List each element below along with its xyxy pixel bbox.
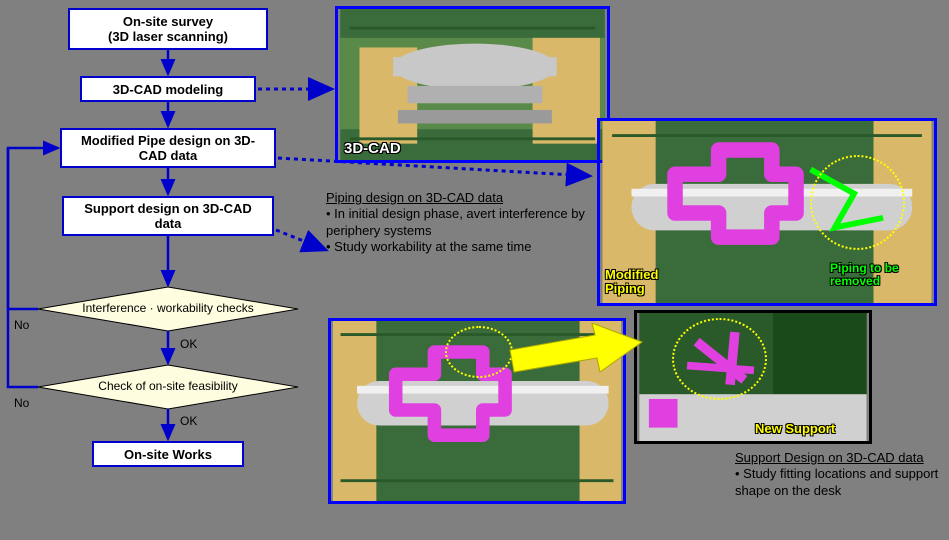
newsupport-highlight-circle — [672, 318, 767, 400]
cad-label: 3D-CAD — [344, 140, 401, 157]
support-annotation-title: Support Design on 3D-CAD data — [735, 450, 945, 466]
zoom-arrow — [500, 320, 650, 390]
modified-piping-label: Modified Piping — [605, 268, 675, 297]
modified-piping-text: Modified Piping — [605, 268, 675, 297]
piping-removed-text: Piping to be removed — [830, 261, 899, 288]
piping-annotation: Piping design on 3D-CAD data • In initia… — [326, 190, 586, 255]
piping-removed-label: Piping to be removed — [830, 262, 930, 288]
piping-highlight-circle — [810, 155, 905, 250]
new-support-label: New Support — [755, 422, 835, 436]
support-annotation: Support Design on 3D-CAD data • Study fi… — [735, 450, 945, 499]
piping-annotation-b2: • Study workability at the same time — [326, 239, 586, 255]
piping-annotation-title: Piping design on 3D-CAD data — [326, 190, 586, 206]
piping-annotation-b1: • In initial design phase, avert interfe… — [326, 206, 586, 239]
support-annotation-b1: • Study fitting locations and support sh… — [735, 466, 945, 499]
